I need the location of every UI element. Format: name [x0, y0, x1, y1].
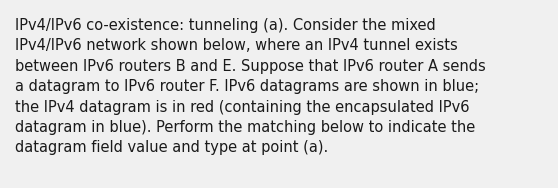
- Text: IPv4/IPv6 co-existence: tunneling (a). Consider the mixed
IPv4/IPv6 network show: IPv4/IPv6 co-existence: tunneling (a). C…: [15, 18, 486, 155]
